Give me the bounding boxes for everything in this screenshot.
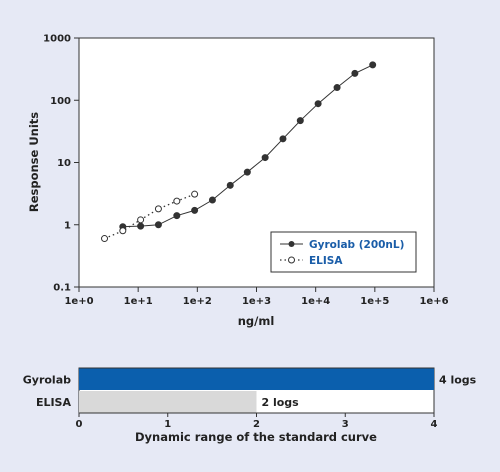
gyrolab-bar-label: Gyrolab: [23, 373, 71, 386]
response-x-axis-title: ng/ml: [238, 314, 275, 328]
range-axis-ticks: 0 1 2 3 4: [76, 413, 438, 430]
elisa-point: [137, 216, 145, 224]
range-x-axis-title: Dynamic range of the standard curve: [135, 430, 377, 444]
x-tick-label: 1e+4: [301, 296, 330, 307]
legend-box: [270, 231, 417, 273]
x-tick-label: 1e+0: [64, 296, 93, 307]
x-tick-label: 1e+3: [242, 296, 271, 307]
gyrolab-point: [226, 181, 234, 189]
y-tick-label: 100: [50, 96, 71, 107]
elisa-point: [154, 205, 162, 213]
range-chart: Gyrolab 4 logs ELISA 2 logs 0 1 2 3 4 Dynamic r…: [23, 367, 477, 444]
y-tick-label: 0.1: [53, 283, 71, 294]
bar-x-tick-label: 3: [342, 419, 349, 430]
elisa-point: [119, 227, 127, 235]
elisa-bar-value: 2 logs: [262, 396, 300, 409]
gyrolab-point: [173, 212, 181, 220]
gyrolab-point: [137, 222, 145, 230]
gyrolab-point: [333, 84, 341, 92]
gyrolab-bar-value: 4 logs: [439, 373, 477, 386]
bar-x-tick-label: 4: [431, 419, 438, 430]
gyrolab-point: [154, 221, 162, 229]
y-tick-label: 10: [57, 158, 71, 169]
y-tick-label: 1000: [43, 34, 71, 45]
response-series: [101, 61, 377, 243]
x-tick-label: 1e+2: [183, 296, 212, 307]
gyrolab-point: [243, 168, 251, 176]
response-y-axis-title: Response Units: [27, 112, 41, 212]
elisa-point: [191, 190, 199, 198]
legend-elisa-label: ELISA: [309, 255, 343, 267]
range-bars: Gyrolab 4 logs ELISA 2 logs: [23, 368, 477, 413]
legend-gyrolab-marker: [288, 241, 295, 247]
x-tick-label: 1e+6: [419, 296, 448, 307]
gyrolab-point: [191, 206, 199, 214]
gyrolab-point: [208, 196, 216, 204]
elisa-point: [101, 235, 109, 243]
legend-elisa-marker: [288, 256, 295, 264]
gyrolab-point: [369, 61, 377, 69]
gyrolab-point: [296, 117, 304, 125]
gyrolab-point: [279, 135, 287, 143]
elisa-bar: [79, 391, 257, 413]
x-tick-label: 1e+5: [360, 296, 389, 307]
bar-x-tick-label: 1: [164, 419, 171, 430]
response-axis-ticks: 1e+0 1e+1 1e+2 1e+3 1e+4 1e+5 1e+6 0.1 1 10 100 100…: [43, 34, 448, 308]
gyrolab-bar: [79, 368, 434, 390]
elisa-bar-label: ELISA: [36, 396, 72, 409]
gyrolab-point: [314, 100, 322, 108]
elisa-point: [173, 197, 181, 205]
x-tick-label: 1e+1: [124, 296, 153, 307]
legend-gyrolab-label: Gyrolab (200nL): [309, 239, 404, 251]
response-chart: 1e+0 1e+1 1e+2 1e+3 1e+4 1e+5 1e+6 0.1 1 10 100 100…: [27, 34, 449, 329]
gyrolab-point: [261, 154, 269, 162]
response-legend: Gyrolab (200nL) ELISA: [270, 231, 417, 273]
gyrolab-point: [351, 69, 359, 77]
y-tick-label: 1: [64, 220, 71, 231]
bar-x-tick-label: 0: [76, 419, 83, 430]
bar-x-tick-label: 2: [253, 419, 260, 430]
